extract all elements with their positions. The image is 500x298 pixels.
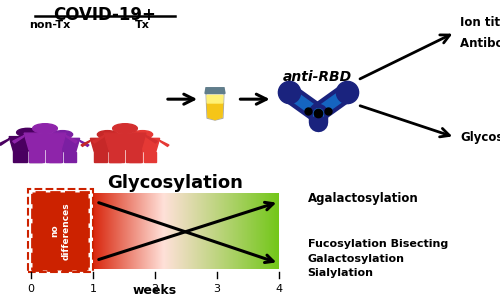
Text: 4: 4 [276,284,282,294]
Circle shape [98,131,117,138]
Text: non-Tx: non-Tx [30,20,70,30]
Polygon shape [66,136,78,143]
Circle shape [52,131,72,138]
Text: Antibody diversity: Antibody diversity [460,37,500,50]
Polygon shape [46,138,80,152]
Text: no
differences: no differences [50,202,70,260]
Text: COVID-19+: COVID-19+ [54,6,156,24]
Polygon shape [0,139,9,145]
Polygon shape [130,152,141,162]
Polygon shape [207,103,223,119]
Polygon shape [146,136,158,143]
Polygon shape [92,136,104,143]
Text: Tx: Tx [135,20,150,30]
Polygon shape [144,152,156,162]
Polygon shape [80,140,89,146]
Circle shape [132,131,152,138]
Text: 3: 3 [214,284,220,294]
Polygon shape [9,136,46,151]
Text: Glycosylation: Glycosylation [107,174,243,192]
Polygon shape [124,140,134,146]
Polygon shape [24,133,66,149]
Polygon shape [206,94,224,120]
Text: anti-RBD: anti-RBD [283,70,352,84]
Polygon shape [207,95,223,103]
Text: weeks: weeks [133,284,177,297]
Polygon shape [94,152,106,162]
Polygon shape [160,140,169,146]
Polygon shape [116,140,126,146]
Polygon shape [126,149,141,162]
Polygon shape [12,136,24,143]
FancyBboxPatch shape [32,192,88,270]
Circle shape [32,124,58,133]
Text: Ion titer: Ion titer [460,16,500,30]
Polygon shape [90,138,124,152]
Polygon shape [108,152,120,162]
Text: Sialylation: Sialylation [308,268,374,278]
Polygon shape [205,88,225,94]
Polygon shape [81,140,90,146]
Text: Galactosylation: Galactosylation [308,254,404,264]
Text: 2: 2 [152,284,158,294]
Polygon shape [46,139,56,145]
Text: Fucosylation Bisecting: Fucosylation Bisecting [308,239,448,249]
Polygon shape [126,138,160,152]
Polygon shape [46,149,61,162]
Text: 1: 1 [90,284,96,294]
Polygon shape [50,152,62,162]
Polygon shape [109,149,124,162]
Polygon shape [28,151,42,162]
Polygon shape [36,140,46,146]
Text: Glycosylation: Glycosylation [460,131,500,144]
Polygon shape [29,149,44,162]
Polygon shape [64,152,76,162]
Circle shape [16,128,38,136]
Text: Agalactosylation: Agalactosylation [308,193,418,205]
Text: 0: 0 [28,284,34,294]
Polygon shape [14,151,26,162]
Circle shape [112,124,138,133]
Polygon shape [104,133,146,149]
